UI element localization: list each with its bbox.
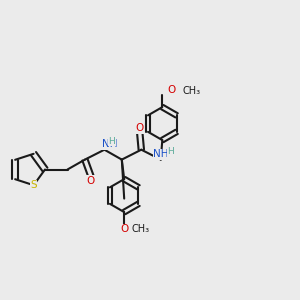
Text: S: S: [30, 180, 37, 190]
Text: H: H: [109, 137, 115, 146]
Text: H: H: [167, 147, 174, 156]
Text: NH: NH: [102, 139, 118, 149]
Text: CH₃: CH₃: [183, 86, 201, 96]
Text: CH₃: CH₃: [132, 224, 150, 234]
Text: O: O: [120, 224, 128, 234]
Text: O: O: [167, 85, 176, 95]
Text: O: O: [87, 176, 95, 186]
Text: NH: NH: [153, 149, 169, 159]
Text: O: O: [136, 123, 144, 134]
